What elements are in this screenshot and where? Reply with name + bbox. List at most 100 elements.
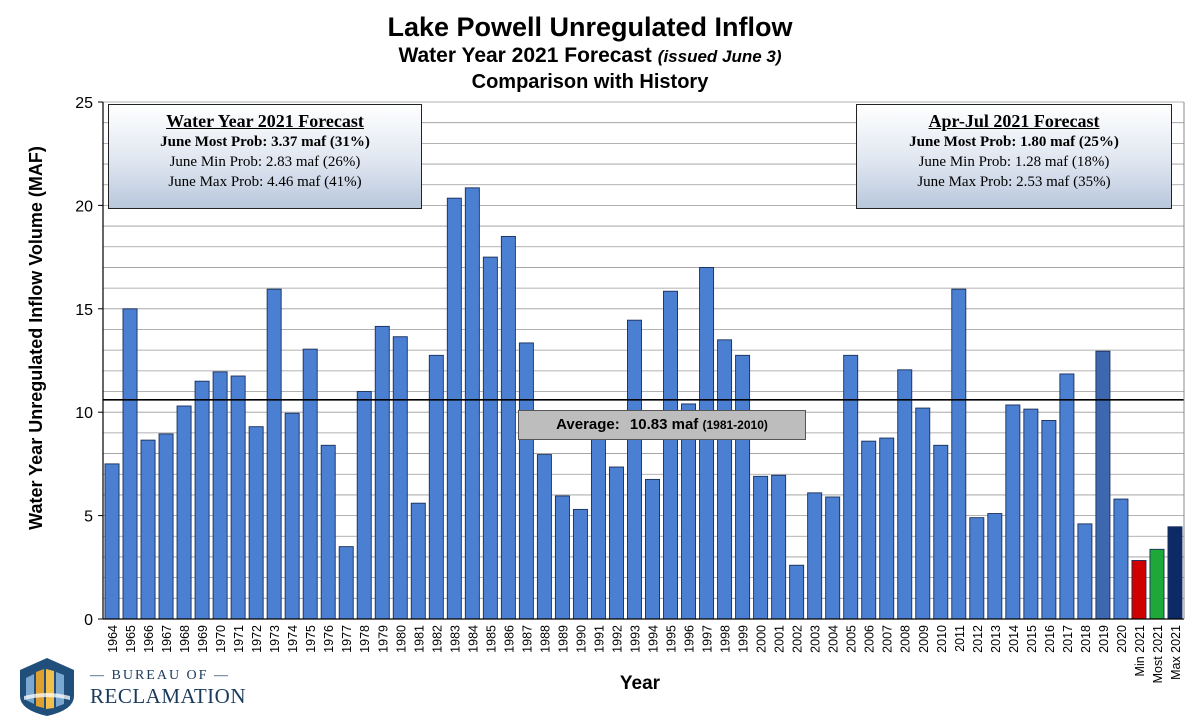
bar — [500, 235, 516, 620]
bar — [1077, 523, 1093, 620]
axes — [102, 102, 1185, 620]
box-min-prob: June Min Prob: 2.83 maf (26%) — [169, 154, 361, 170]
reclamation-logo: — BUREAU OF — RECLAMATION — [16, 656, 266, 718]
x-tick-label: 1989 — [556, 625, 570, 653]
bar — [302, 348, 318, 620]
x-tick-label: 2001 — [773, 625, 787, 653]
x-tick-label: 1988 — [538, 625, 552, 653]
x-tick-label: 2014 — [1007, 625, 1021, 653]
box-most-prob: June Most Prob: 3.37 maf (31%) — [160, 134, 370, 150]
x-tick-label: 1997 — [701, 625, 715, 653]
bar — [392, 336, 408, 620]
x-tick-label: 1979 — [376, 625, 390, 653]
logo-line-1: — BUREAU OF — — [90, 668, 230, 683]
bar — [987, 513, 1003, 620]
x-tick-label: Most 2021 — [1151, 625, 1165, 683]
bar — [194, 380, 210, 620]
bar — [284, 412, 300, 620]
x-tick-label: 1966 — [142, 625, 156, 653]
bar — [212, 371, 228, 620]
bars — [104, 187, 1183, 620]
reclamation-emblem-icon — [20, 658, 74, 716]
y-tick-label: 10 — [75, 405, 93, 422]
average-range: (1981-2010) — [702, 418, 768, 432]
bar — [825, 496, 841, 620]
logo-line-2: RECLAMATION — [90, 684, 246, 708]
bar — [536, 454, 552, 620]
bar — [897, 369, 913, 620]
x-tick-label: 2005 — [845, 625, 859, 653]
bar — [176, 405, 192, 620]
x-tick-label: 1982 — [430, 625, 444, 653]
bar — [230, 375, 246, 620]
x-tick-label: 1974 — [286, 625, 300, 653]
x-tick-label: Min 2021 — [1133, 625, 1147, 676]
chart-subtitle-2: Comparison with History — [471, 71, 709, 93]
x-tick-label: 1996 — [683, 625, 697, 653]
bar — [861, 440, 877, 620]
x-tick-label: 1984 — [466, 625, 480, 653]
bar — [482, 256, 498, 620]
x-tick-label: 2000 — [755, 625, 769, 653]
x-tick-label: 2020 — [1115, 625, 1129, 653]
bar — [843, 354, 859, 620]
x-tick-label: 1986 — [502, 625, 516, 653]
x-tick-label: 2011 — [953, 625, 967, 652]
y-tick-labels: 0 5 10 15 20 25 — [75, 95, 103, 629]
bar — [663, 290, 679, 620]
bar — [428, 354, 444, 620]
x-tick-label: 1994 — [647, 625, 661, 653]
x-tick-label: 1995 — [665, 625, 679, 653]
x-tick-label: 2018 — [1079, 625, 1093, 653]
x-tick-label: 1977 — [340, 625, 354, 653]
x-tick-label: 2012 — [971, 625, 985, 653]
subtitle-text: Water Year 2021 Forecast — [398, 44, 652, 67]
bar — [1023, 408, 1039, 620]
y-tick-label: 20 — [75, 198, 93, 215]
x-tick-label: 1993 — [628, 625, 642, 653]
bar — [248, 426, 264, 620]
bar — [356, 391, 372, 620]
bar — [338, 546, 354, 620]
x-tick-labels: 1964 1965 1966 1967 1968 1969 1970 1971 1972 1973… — [106, 625, 1183, 683]
x-tick-label: 1965 — [124, 625, 138, 653]
x-tick-label: 1971 — [232, 625, 246, 653]
bar — [446, 197, 462, 620]
x-tick-label: 1983 — [448, 625, 462, 653]
x-tick-label: 1968 — [178, 625, 192, 653]
bar — [771, 474, 787, 620]
x-tick-label: 1991 — [592, 625, 606, 653]
bar — [753, 475, 769, 620]
x-tick-label: 1985 — [484, 625, 498, 653]
bar — [717, 339, 733, 620]
x-tick-label: 1980 — [394, 625, 408, 653]
chart-title: Lake Powell Unregulated Inflow — [387, 12, 793, 42]
average-annotation: Average: 10.83 maf (1981-2010) — [518, 410, 806, 440]
x-tick-label: 2017 — [1061, 625, 1075, 653]
x-tick-label: 1976 — [322, 625, 336, 653]
bar — [1059, 373, 1075, 620]
box-most-prob: June Most Prob: 1.80 maf (25%) — [909, 134, 1119, 150]
box-heading: Water Year 2021 Forecast — [166, 111, 364, 131]
apr-jul-forecast-box: Apr-Jul 2021 Forecast June Most Prob: 1.… — [856, 104, 1172, 209]
average-label: Average: — [556, 416, 620, 433]
bar — [1095, 350, 1111, 620]
bar — [1005, 404, 1021, 620]
bar — [1041, 420, 1057, 620]
bar — [1167, 526, 1183, 620]
bar — [735, 354, 751, 620]
x-tick-label: 2019 — [1097, 625, 1111, 653]
y-axis-title: Water Year Unregulated Inflow Volume (MA… — [26, 146, 46, 530]
bar — [879, 437, 895, 620]
y-tick-label: 15 — [75, 302, 93, 319]
x-tick-label: 1978 — [358, 625, 372, 653]
bar — [627, 319, 642, 620]
x-tick-label: 2002 — [791, 625, 805, 653]
bar — [645, 478, 660, 620]
x-tick-label: 1964 — [106, 625, 120, 653]
x-tick-label: 1967 — [160, 625, 174, 653]
bar — [1131, 560, 1147, 620]
bar — [320, 444, 336, 620]
bar — [374, 325, 390, 620]
